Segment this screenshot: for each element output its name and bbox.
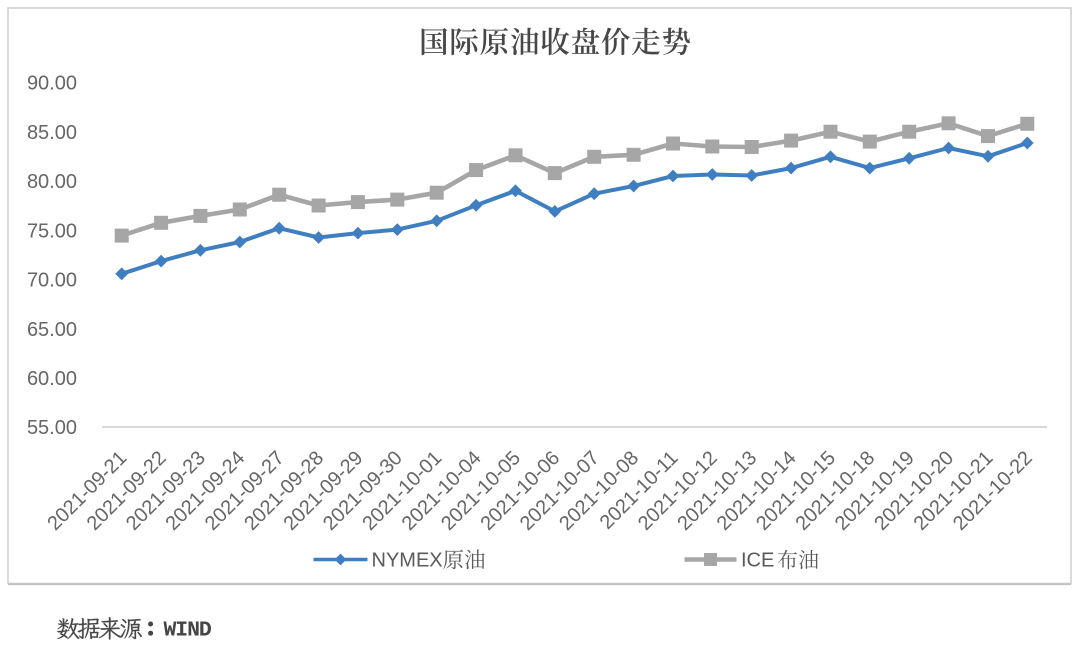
svg-text:WIND: WIND: [164, 619, 212, 643]
svg-text:85.00: 85.00: [27, 122, 77, 144]
svg-text:55.00: 55.00: [27, 417, 77, 439]
svg-text:80.00: 80.00: [27, 171, 77, 193]
svg-text:90.00: 90.00: [27, 73, 77, 95]
svg-text:70.00: 70.00: [27, 270, 77, 292]
svg-text:ICE: ICE: [741, 550, 774, 572]
svg-text:65.00: 65.00: [27, 319, 77, 341]
svg-text:60.00: 60.00: [27, 368, 77, 390]
svg-text:NYMEX: NYMEX: [372, 550, 443, 572]
svg-text:75.00: 75.00: [27, 220, 77, 242]
